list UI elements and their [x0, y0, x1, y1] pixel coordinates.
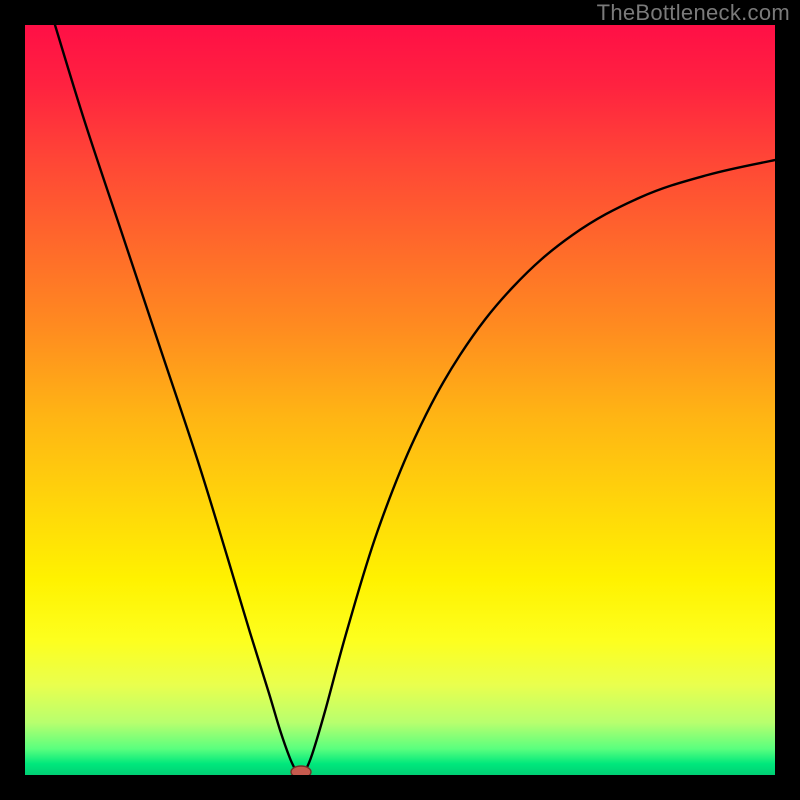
chart-container: TheBottleneck.com	[0, 0, 800, 800]
bottleneck-chart	[0, 0, 800, 800]
chart-background	[25, 25, 775, 775]
watermark-text: TheBottleneck.com	[597, 0, 790, 26]
